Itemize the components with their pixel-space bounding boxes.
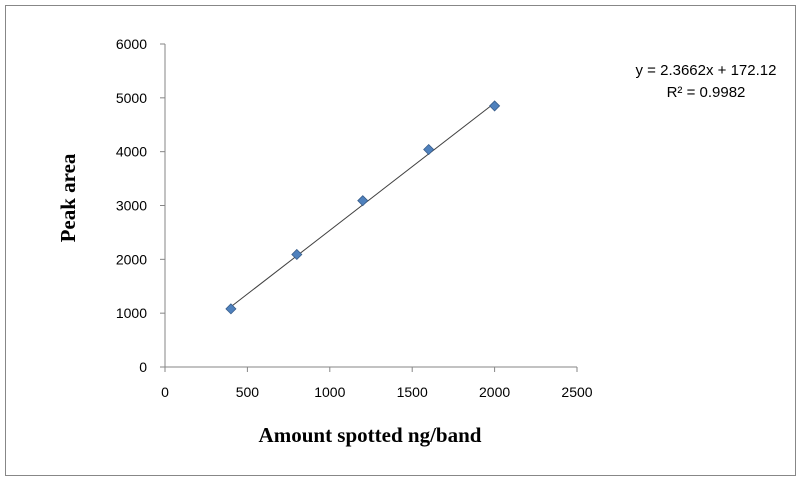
x-tick-label: 2500 bbox=[561, 384, 592, 400]
x-tick-label: 500 bbox=[236, 384, 260, 400]
y-tick-label: 2000 bbox=[116, 251, 147, 267]
y-tick-label: 6000 bbox=[116, 36, 147, 52]
y-tick-label: 1000 bbox=[116, 305, 147, 321]
data-point bbox=[225, 303, 237, 315]
x-tick-label: 2000 bbox=[479, 384, 510, 400]
chart-frame bbox=[5, 5, 796, 476]
x-tick-label: 1000 bbox=[314, 384, 345, 400]
axes bbox=[160, 43, 578, 372]
y-tick-label: 5000 bbox=[116, 90, 147, 106]
data-points bbox=[225, 100, 501, 315]
r-squared-label: R² = 0.9982 bbox=[667, 84, 746, 101]
x-axis-title: Amount spotted ng/band bbox=[259, 423, 482, 447]
data-point bbox=[357, 195, 369, 207]
y-axis-title: Peak area bbox=[56, 153, 80, 242]
data-point bbox=[423, 143, 435, 156]
y-tick-label: 3000 bbox=[116, 198, 147, 214]
data-point bbox=[291, 248, 303, 261]
trendline-equation: y = 2.3662x + 172.12 bbox=[636, 62, 777, 79]
tick-labels: 0 1000 2000 3000 4000 5000 6000 0 500 1000 1500 200… bbox=[116, 36, 593, 400]
y-tick-label: 0 bbox=[139, 359, 147, 375]
x-tick-label: 0 bbox=[161, 384, 169, 400]
x-tick-label: 1500 bbox=[397, 384, 428, 400]
y-tick-label: 4000 bbox=[116, 144, 147, 160]
data-point bbox=[489, 100, 501, 112]
